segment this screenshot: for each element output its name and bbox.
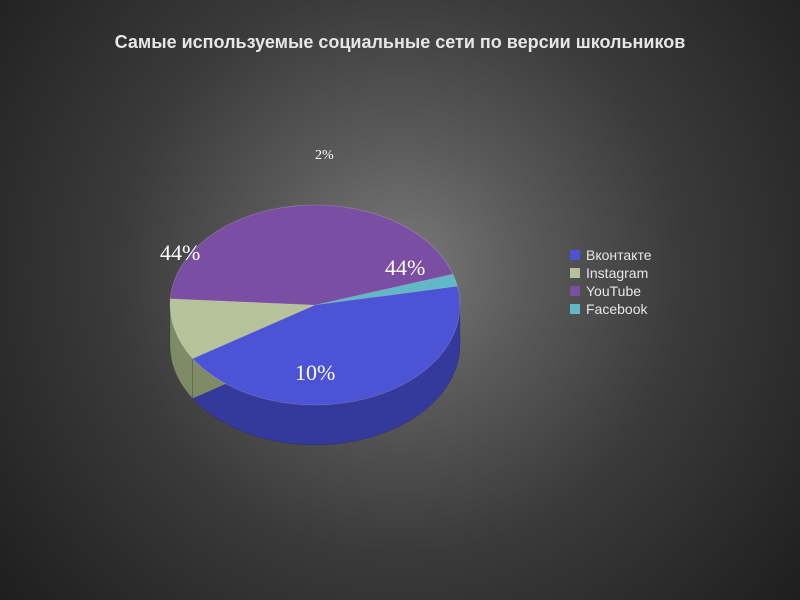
legend-label: Instagram: [586, 265, 648, 281]
chart-title: Самые используемые социальные сети по ве…: [0, 32, 800, 53]
slide-background: Самые используемые социальные сети по ве…: [0, 0, 800, 600]
pct-label-instagram: 10%: [295, 360, 335, 386]
legend-swatch-icon: [570, 286, 580, 296]
legend-item: YouTube: [570, 283, 652, 299]
legend-label: Вконтакте: [586, 247, 652, 263]
pie-chart: 44% 10% 44% 2%: [145, 170, 485, 470]
legend-item: Instagram: [570, 265, 652, 281]
legend-swatch-icon: [570, 304, 580, 314]
pct-label-facebook: 2%: [315, 148, 334, 164]
legend-label: YouTube: [586, 283, 641, 299]
legend-label: Facebook: [586, 301, 647, 317]
pct-label-youtube: 44%: [160, 240, 200, 266]
legend-swatch-icon: [570, 268, 580, 278]
pct-label-vkontakte: 44%: [385, 255, 425, 281]
pie-svg: [145, 170, 485, 470]
legend: Вконтакте Instagram YouTube Facebook: [570, 245, 652, 319]
legend-item: Вконтакте: [570, 247, 652, 263]
legend-swatch-icon: [570, 250, 580, 260]
legend-item: Facebook: [570, 301, 652, 317]
